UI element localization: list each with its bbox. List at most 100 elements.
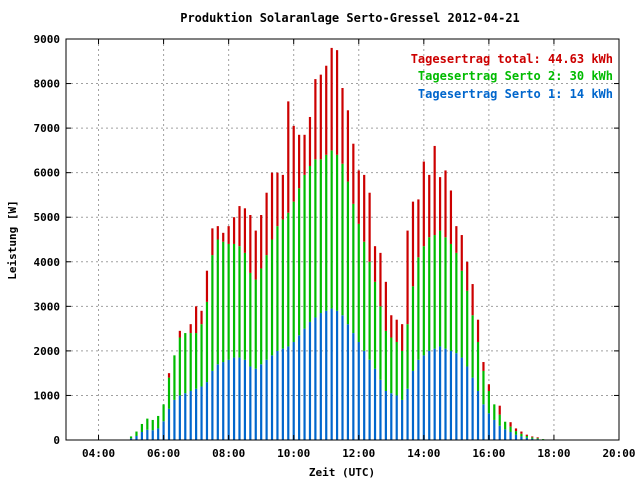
bar-segment [232, 217, 236, 244]
bar-segment [260, 364, 263, 440]
bar-segment [157, 428, 160, 440]
bar-segment [525, 435, 528, 438]
bar-segment [466, 290, 469, 367]
x-tick-label: 16:00 [472, 447, 505, 460]
bar-segment [243, 359, 247, 440]
bar-segment [129, 436, 133, 439]
bar-segment [173, 399, 176, 440]
bar-segment [471, 284, 474, 316]
bar-segment [135, 435, 138, 440]
bar-series [129, 47, 545, 441]
bar-segment [493, 404, 496, 420]
bar-segment [200, 386, 203, 440]
bar-segment [254, 230, 257, 280]
bar-segment [157, 415, 160, 429]
bar-segment [260, 214, 263, 269]
bar-segment [205, 270, 209, 302]
bar-segment [482, 370, 485, 405]
bar-segment [325, 65, 328, 155]
x-tick-label: 20:00 [602, 447, 635, 460]
bar-segment [428, 174, 431, 238]
bar-segment [167, 377, 171, 409]
bar-segment [406, 388, 409, 440]
bar-segment [227, 243, 230, 360]
bar-segment [184, 393, 187, 440]
x-tick-label: 08:00 [212, 447, 245, 460]
bar-segment [265, 255, 268, 360]
bar-segment [444, 237, 447, 349]
x-tick-label: 18:00 [537, 447, 570, 460]
bar-segment [384, 330, 387, 391]
bar-segment [189, 324, 192, 334]
bar-segment [520, 433, 523, 437]
bar-segment [330, 150, 333, 309]
bar-segment [482, 404, 485, 440]
bar-segment [303, 134, 306, 175]
bar-segment [270, 355, 274, 440]
bar-segment [504, 429, 507, 440]
bar-segment [449, 350, 453, 440]
bar-segment [346, 110, 350, 182]
bar-segment [498, 405, 501, 415]
bar-segment [373, 246, 377, 282]
bar-segment [281, 348, 284, 440]
bar-segment [287, 346, 290, 440]
y-tick-label: 9000 [34, 33, 61, 46]
bar-segment [232, 357, 236, 440]
bar-segment [243, 252, 247, 360]
bar-segment [341, 315, 344, 440]
bar-segment [178, 395, 181, 440]
bar-segment [401, 324, 404, 351]
bar-segment [135, 431, 138, 436]
y-tick-label: 8000 [34, 78, 61, 91]
bar-segment [167, 408, 171, 440]
bar-segment [140, 423, 144, 432]
bar-segment [260, 268, 263, 365]
bar-segment [411, 286, 415, 371]
y-axis-label: Leistung [W] [6, 200, 19, 279]
bar-segment [200, 310, 203, 325]
bar-segment [384, 281, 387, 331]
bar-segment [433, 145, 436, 236]
bar-segment [129, 438, 133, 440]
bar-segment [541, 439, 545, 440]
bar-segment [167, 373, 171, 378]
plot-frame [65, 38, 620, 441]
bar-segment [346, 324, 350, 440]
bar-segment [314, 317, 317, 440]
bar-segment [243, 208, 247, 253]
bar-segment [390, 393, 393, 440]
bar-segment [308, 116, 312, 166]
y-tick-label: 0 [53, 434, 60, 447]
bar-segment [390, 337, 393, 394]
bar-segment [222, 362, 225, 440]
bar-segment [422, 161, 425, 247]
bar-segment [368, 359, 371, 440]
bar-segment [433, 348, 436, 440]
bar-segment [205, 301, 209, 383]
bar-segment [449, 190, 453, 244]
bar-segment [238, 357, 241, 440]
bar-segment [303, 174, 306, 329]
bar-segment [146, 429, 149, 440]
bar-segment [249, 214, 252, 273]
bar-segment [292, 341, 295, 440]
bar-segment [531, 437, 534, 439]
bar-segment [471, 377, 474, 440]
bar-segment [438, 177, 442, 231]
bar-segment [216, 364, 219, 440]
bar-segment [428, 350, 431, 440]
bar-segment [298, 134, 301, 189]
bar-segment [357, 223, 360, 342]
x-tick-label: 04:00 [82, 447, 115, 460]
x-axis-label: Zeit (UTC) [309, 466, 375, 479]
x-tick-label: 12:00 [342, 447, 375, 460]
bar-segment [357, 341, 360, 440]
bar-segment [189, 333, 192, 391]
bar-segment [341, 88, 344, 164]
bar-segment [330, 47, 333, 151]
bar-segment [227, 226, 230, 244]
bar-segment [151, 430, 154, 440]
bar-segment [433, 235, 436, 349]
